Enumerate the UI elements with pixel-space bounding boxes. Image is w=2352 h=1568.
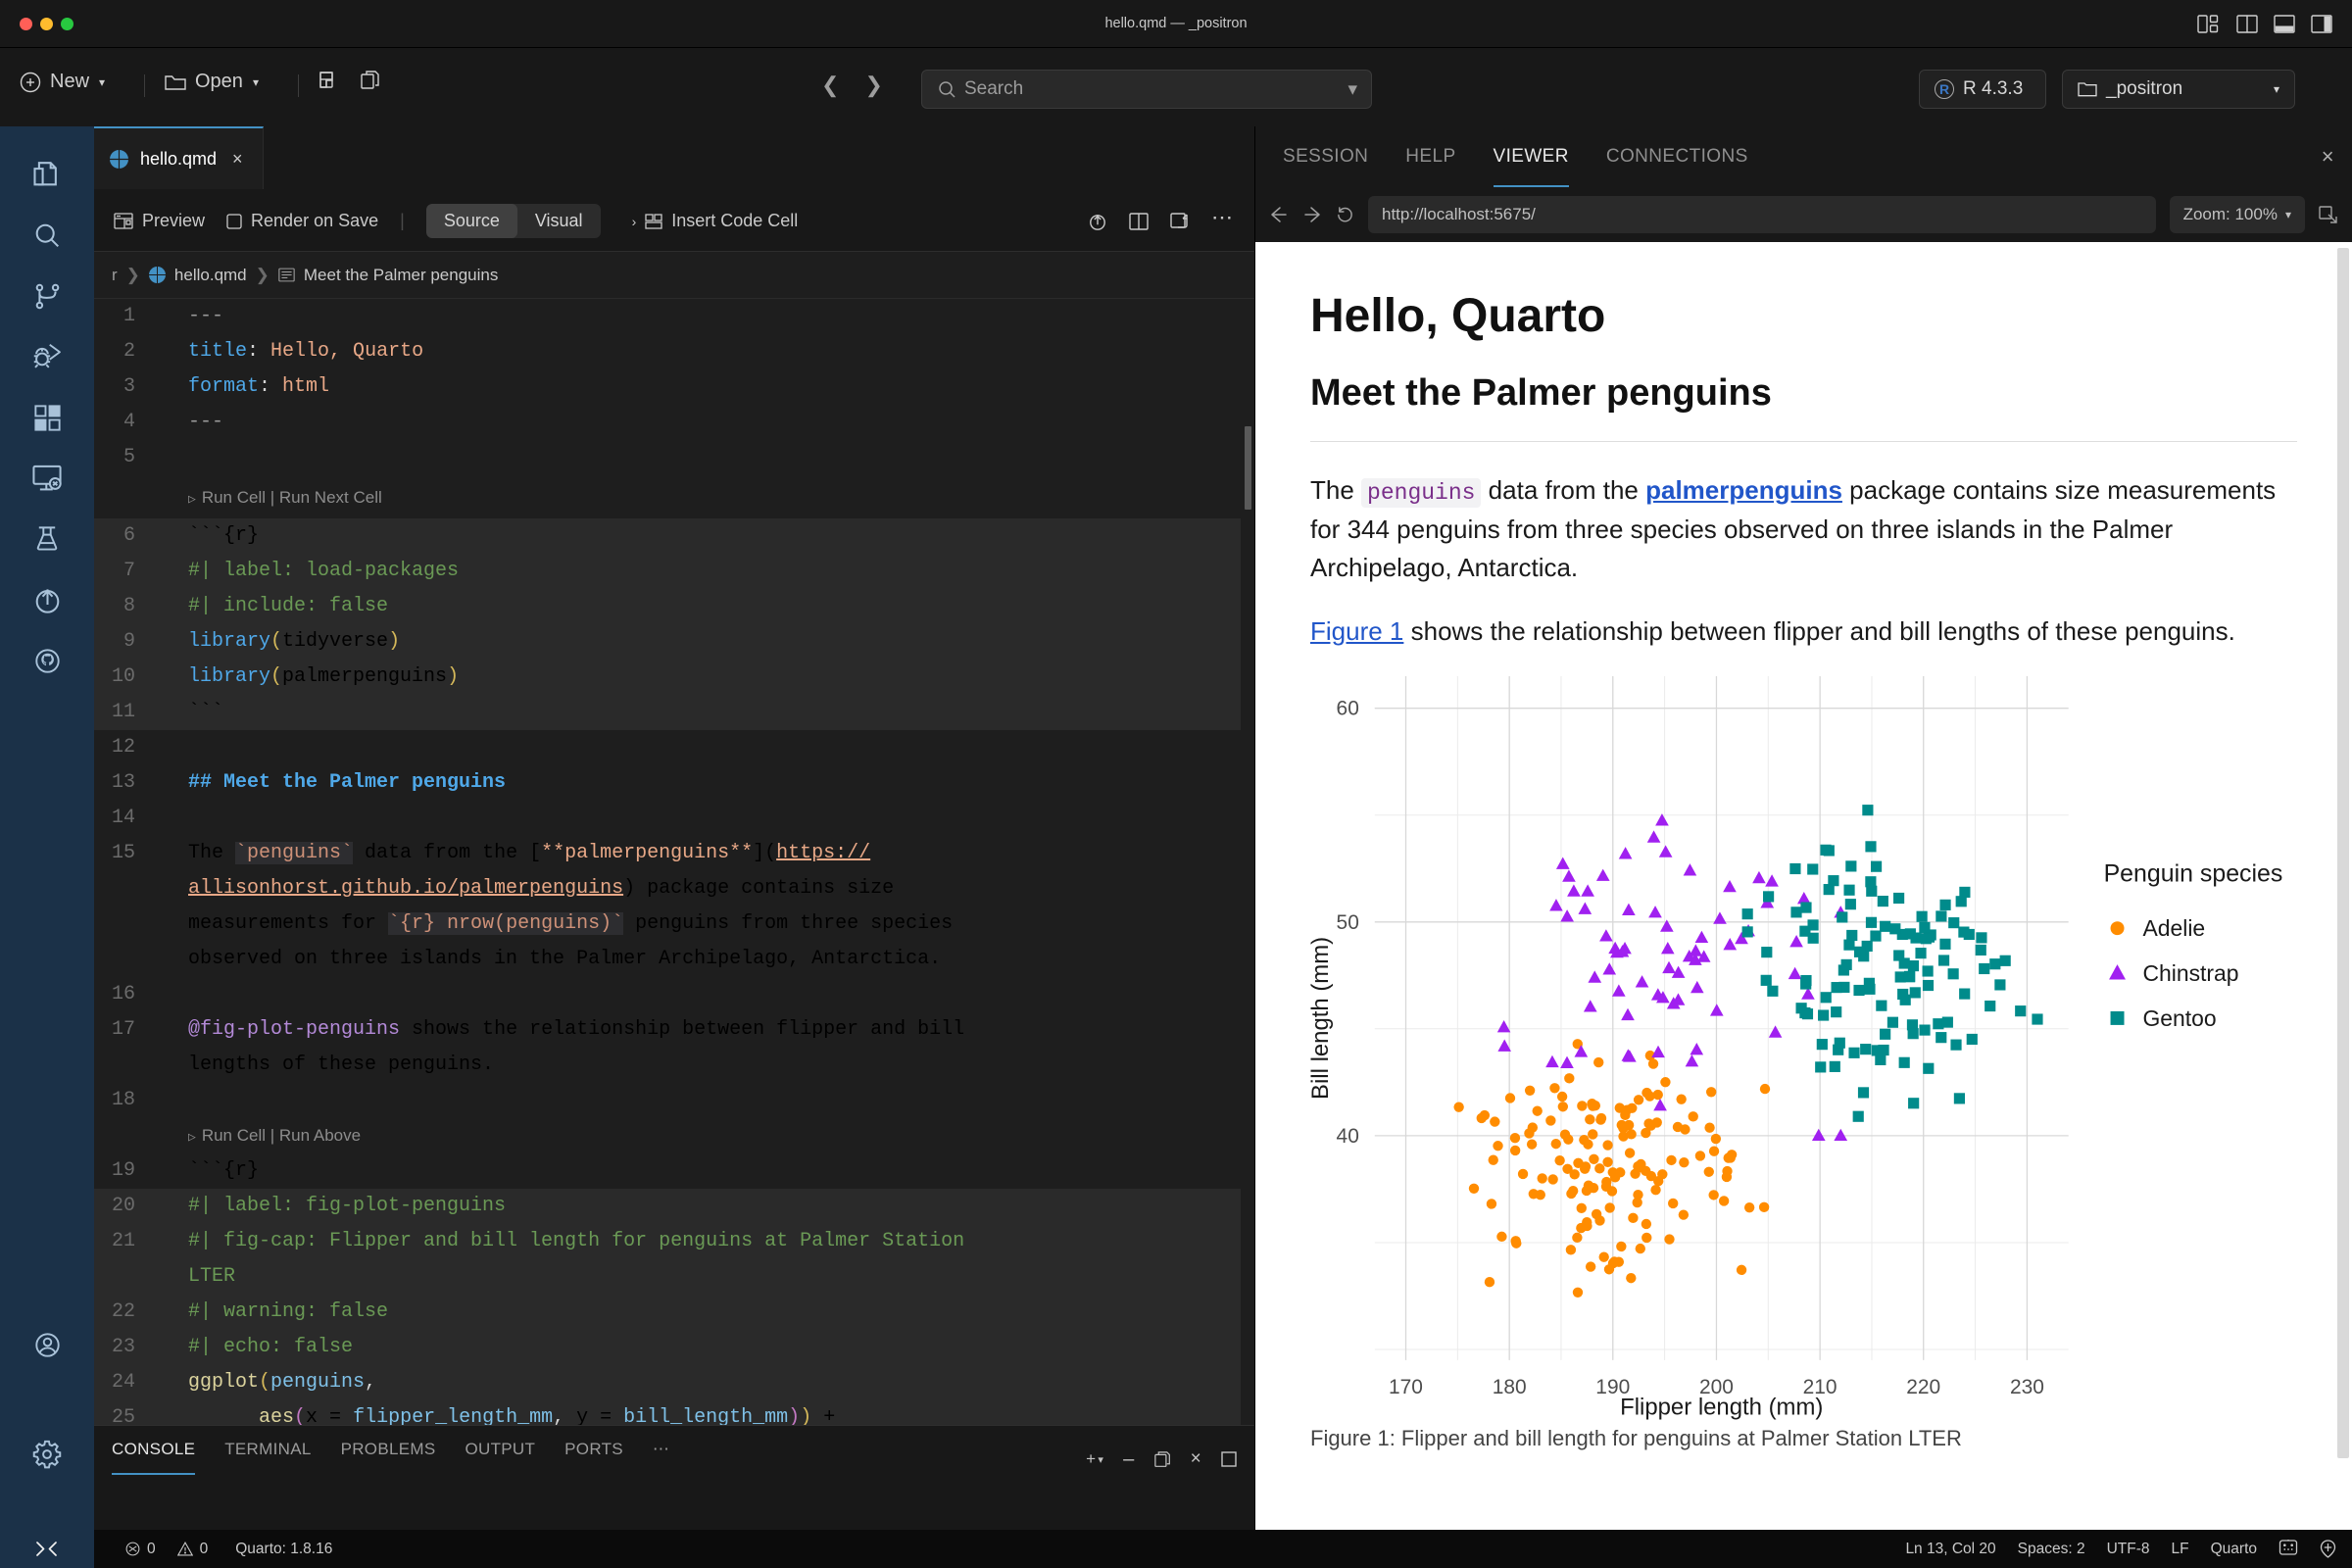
svg-text:40: 40 (1337, 1124, 1359, 1147)
svg-text:Adelie: Adelie (2142, 915, 2205, 941)
svg-text:170: 170 (1389, 1375, 1423, 1397)
svg-text:50: 50 (1337, 910, 1359, 933)
svg-text:230: 230 (2010, 1375, 2044, 1397)
svg-text:Bill length (mm): Bill length (mm) (1307, 936, 1334, 1099)
svg-text:60: 60 (1337, 697, 1359, 719)
svg-text:Gentoo: Gentoo (2142, 1004, 2216, 1030)
svg-text:Chinstrap: Chinstrap (2142, 960, 2238, 986)
svg-text:Penguin species: Penguin species (2104, 859, 2283, 887)
svg-text:180: 180 (1493, 1375, 1527, 1397)
svg-text:220: 220 (1906, 1375, 1940, 1397)
svg-text:Flipper length (mm): Flipper length (mm) (1620, 1394, 1823, 1420)
